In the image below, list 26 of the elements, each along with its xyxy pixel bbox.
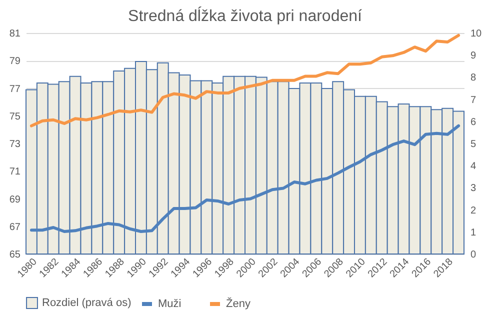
y2-tick-label: 1 [470,227,476,238]
y-tick-label: 73 [9,139,21,150]
y2-tick-label: 6 [470,116,476,128]
y-tick-label: 77 [9,84,21,95]
y2-tick-label: 8 [470,72,476,84]
legend-label: Rozdiel (pravá os) [42,297,132,309]
y2-tick-label: 4 [470,161,476,172]
y-tick-label: 81 [9,28,21,40]
y-tick-label: 65 [9,250,21,260]
y2-tick-label: 3 [470,183,476,194]
y2-tick-label: 2 [470,205,476,216]
y2-tick-label: 0 [470,250,476,260]
y-tick-label: 79 [9,56,21,68]
legend-label: Muži [158,298,182,310]
y2-tick-label: 9 [470,50,476,62]
y2-tick-label: 5 [470,139,476,150]
y-tick-label: 69 [9,194,21,206]
line-series [30,34,460,128]
y-tick-label: 71 [9,166,21,178]
line-series [30,124,460,233]
y-tick-label: 75 [9,111,21,122]
y2-tick-label: 7 [470,94,476,106]
chart-title: Stredná dĺžka života pri narodení [128,6,363,25]
legend-label: Ženy [226,297,251,310]
y-tick-label: 67 [9,222,21,233]
y2-tick-label: 10 [470,28,482,40]
